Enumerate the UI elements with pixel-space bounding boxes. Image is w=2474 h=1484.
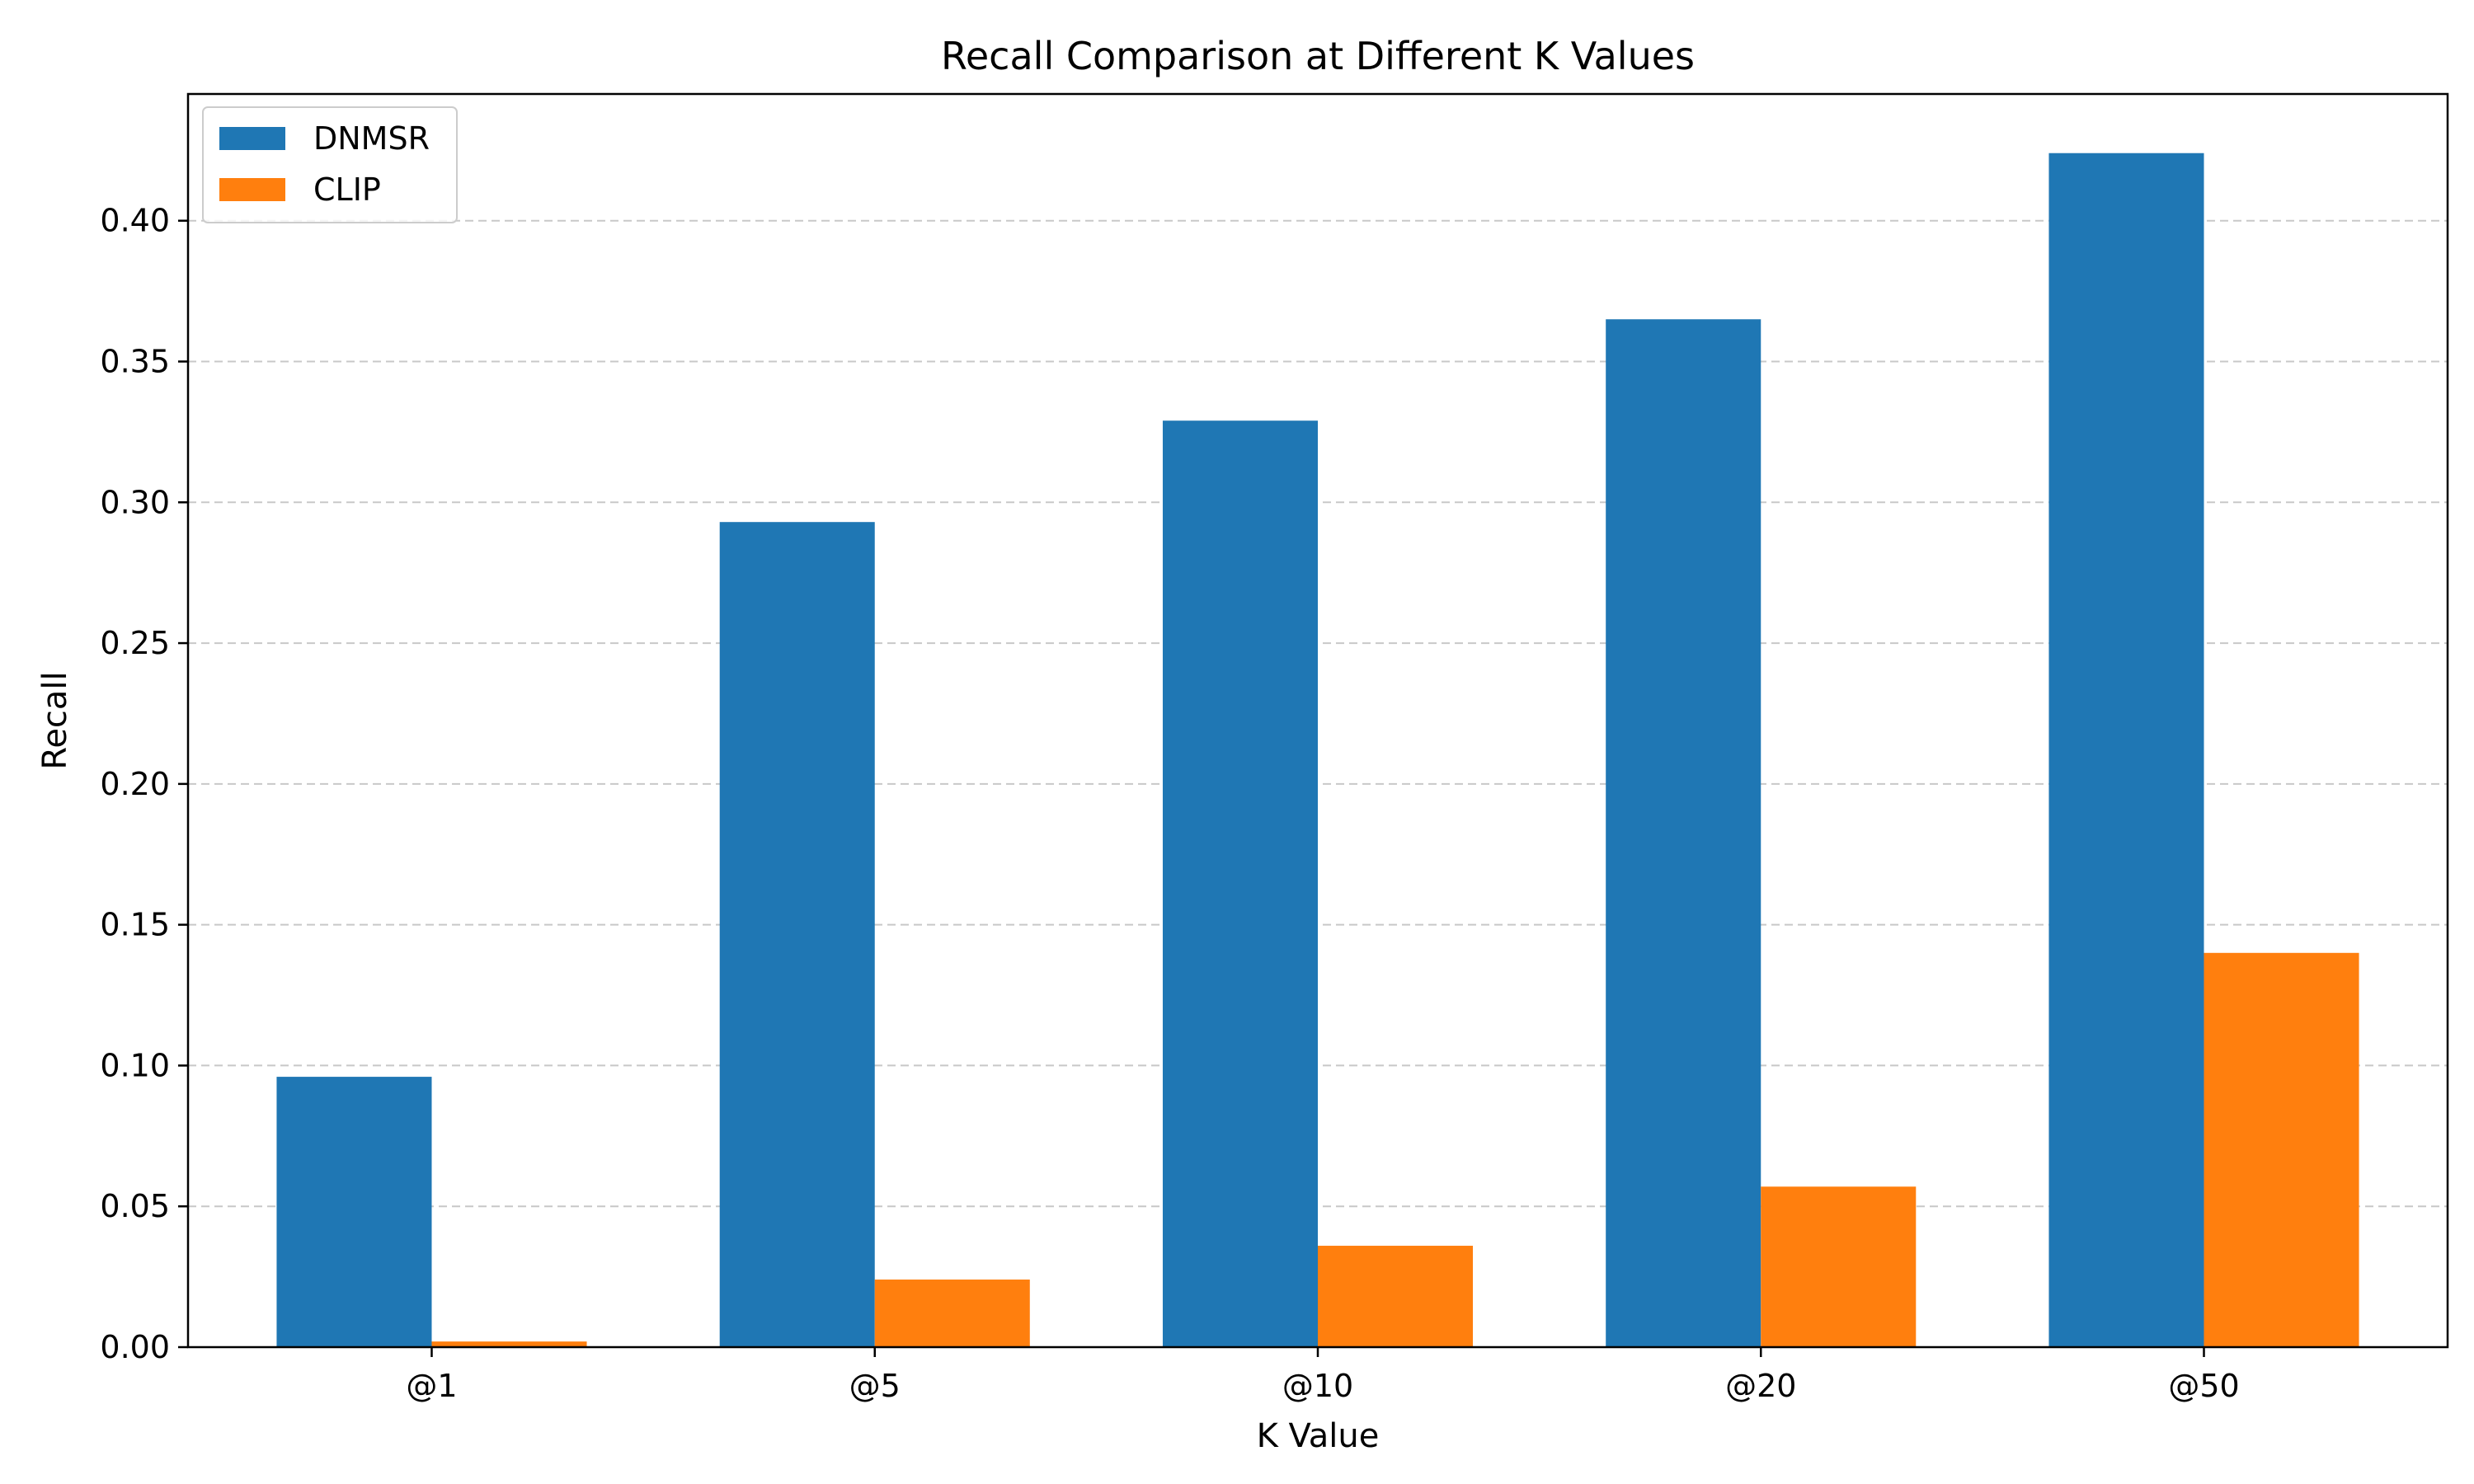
bar-clip-at5 xyxy=(874,1280,1030,1347)
x-tick-label: @5 xyxy=(849,1368,901,1404)
bar-dnmsr-at20 xyxy=(1606,319,1761,1347)
bar-dnmsr-at50 xyxy=(2048,153,2204,1347)
x-tick-label: @50 xyxy=(2168,1368,2239,1404)
legend-label-clip: CLIP xyxy=(313,171,381,208)
bar-dnmsr-at10 xyxy=(1162,420,1318,1347)
y-tick-label: 0.25 xyxy=(100,625,170,661)
bar-clip-at20 xyxy=(1761,1186,1917,1347)
legend: DNMSR CLIP xyxy=(202,106,458,223)
y-tick-label: 0.30 xyxy=(100,484,170,520)
y-tick-label: 0.40 xyxy=(100,203,170,239)
y-tick-label: 0.00 xyxy=(100,1329,170,1365)
y-tick-label: 0.10 xyxy=(100,1047,170,1083)
y-tick-label: 0.05 xyxy=(100,1188,170,1224)
legend-swatch-dnmsr xyxy=(219,127,285,150)
bar-clip-at10 xyxy=(1318,1246,1474,1347)
legend-swatch-clip xyxy=(219,178,285,201)
chart-title: Recall Comparison at Different K Values xyxy=(941,34,1695,78)
bar-dnmsr-at1 xyxy=(276,1077,432,1347)
x-tick-label: @1 xyxy=(406,1368,457,1404)
x-tick-label: @10 xyxy=(1282,1368,1353,1404)
bar-clip-at1 xyxy=(431,1341,587,1347)
y-tick-label: 0.35 xyxy=(100,343,170,379)
x-axis-title: K Value xyxy=(1257,1417,1380,1455)
y-axis-title: Recall xyxy=(36,671,74,769)
legend-label-dnmsr: DNMSR xyxy=(313,120,430,157)
y-tick-label: 0.15 xyxy=(100,907,170,943)
bar-dnmsr-at5 xyxy=(719,522,875,1347)
bar-clip-at50 xyxy=(2204,952,2359,1347)
x-tick-label: @20 xyxy=(1725,1368,1796,1404)
y-tick-label: 0.20 xyxy=(100,766,170,802)
